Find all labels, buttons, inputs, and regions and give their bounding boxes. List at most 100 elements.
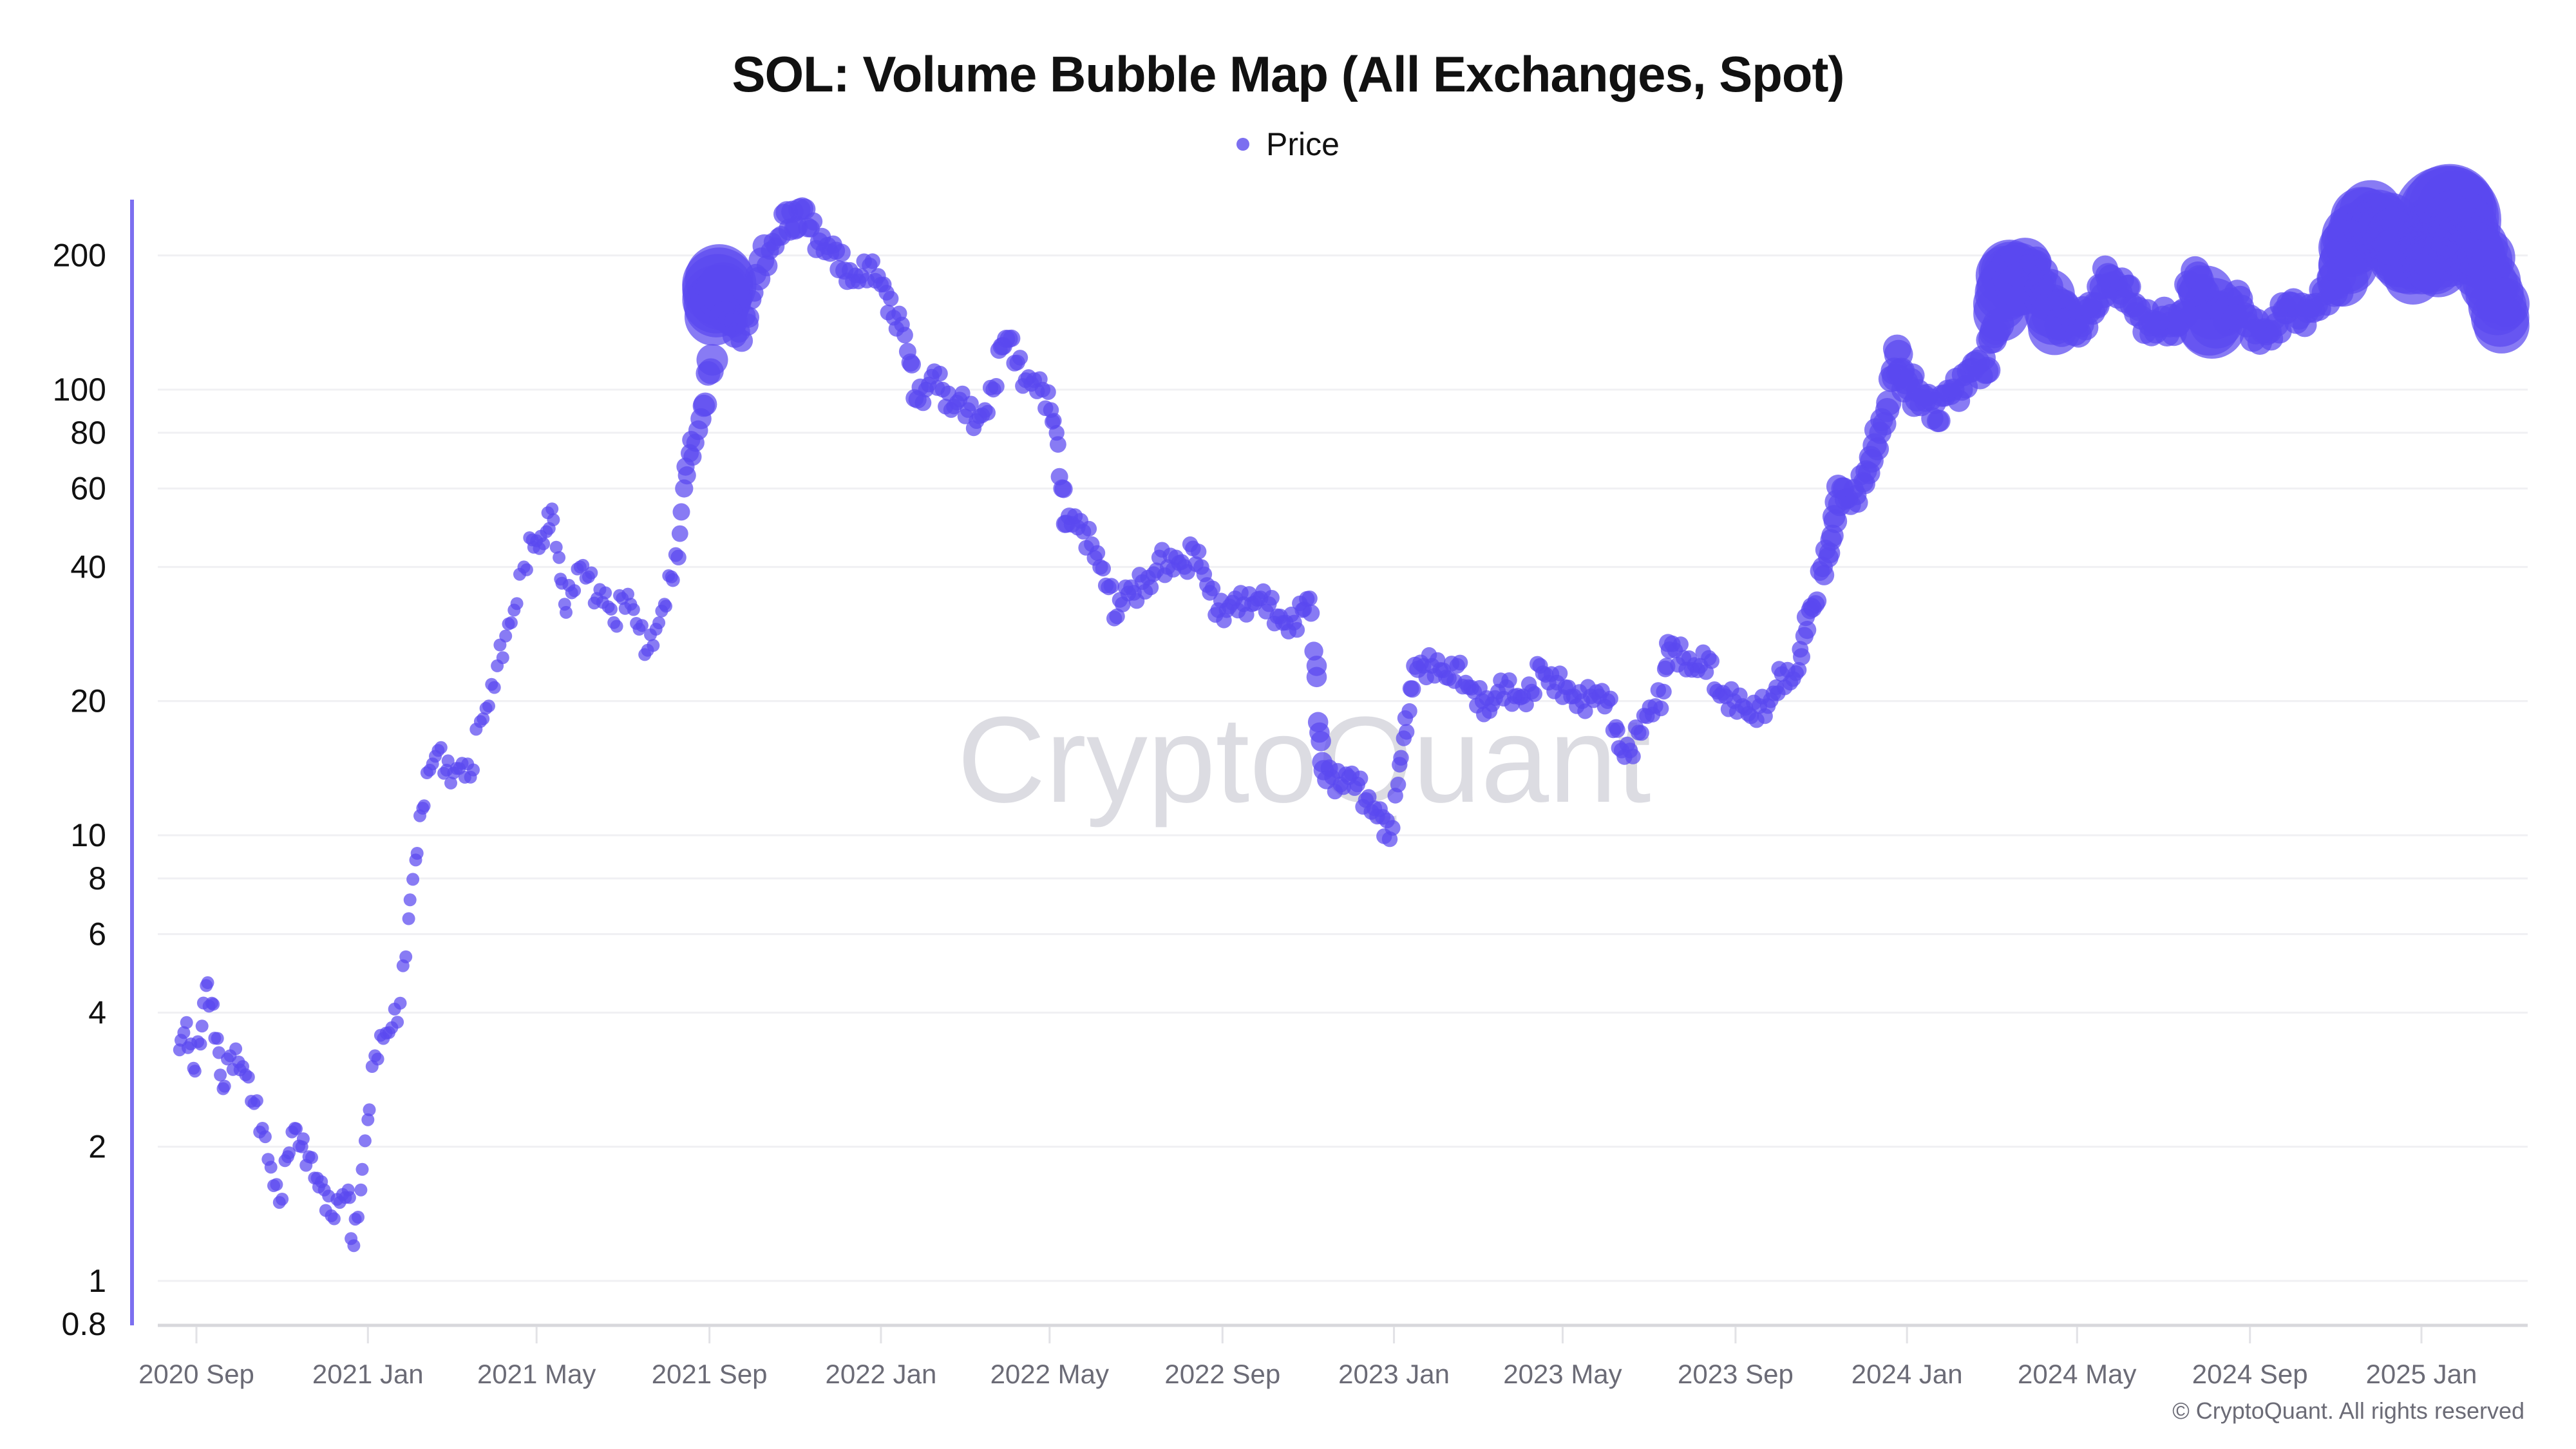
price-bubble[interactable]	[610, 620, 623, 633]
price-bubble[interactable]	[1012, 350, 1028, 366]
price-bubble[interactable]	[352, 1211, 365, 1224]
price-bubble[interactable]	[441, 754, 455, 768]
price-bubble[interactable]	[1401, 703, 1417, 719]
price-bubble[interactable]	[2304, 292, 2328, 317]
price-bubble[interactable]	[1653, 700, 1669, 717]
price-bubble[interactable]	[2174, 270, 2202, 299]
price-bubble[interactable]	[756, 255, 778, 277]
price-bubble[interactable]	[482, 699, 495, 713]
price-bubble[interactable]	[537, 537, 551, 551]
price-bubble[interactable]	[363, 1103, 376, 1117]
price-bubble[interactable]	[201, 976, 214, 989]
price-bubble[interactable]	[804, 212, 823, 231]
price-bubble[interactable]	[672, 503, 690, 521]
price-bubble[interactable]	[1103, 578, 1120, 594]
price-bubble[interactable]	[1264, 590, 1280, 606]
price-bubble[interactable]	[549, 540, 563, 554]
price-bubble[interactable]	[1385, 820, 1401, 836]
price-bubble[interactable]	[1848, 492, 1868, 513]
price-bubble[interactable]	[283, 1146, 296, 1160]
price-bubble[interactable]	[621, 587, 634, 601]
price-bubble[interactable]	[1452, 654, 1468, 670]
price-bubble[interactable]	[2027, 267, 2057, 296]
price-bubble[interactable]	[604, 602, 618, 616]
price-bubble[interactable]	[520, 563, 533, 576]
price-bubble[interactable]	[242, 1070, 255, 1084]
price-bubble[interactable]	[652, 616, 666, 630]
price-bubble[interactable]	[296, 1132, 310, 1146]
price-bubble[interactable]	[1109, 608, 1125, 625]
price-bubble[interactable]	[1311, 731, 1331, 752]
price-bubble[interactable]	[1609, 722, 1625, 738]
price-bubble[interactable]	[1853, 471, 1874, 493]
price-bubble[interactable]	[898, 343, 916, 361]
price-bubble[interactable]	[1672, 636, 1689, 652]
price-bubble[interactable]	[1792, 641, 1809, 658]
price-bubble[interactable]	[635, 619, 649, 632]
price-bubble[interactable]	[510, 597, 524, 611]
price-bubble[interactable]	[560, 605, 573, 619]
price-bubble[interactable]	[214, 1068, 227, 1082]
price-bubble[interactable]	[2490, 295, 2522, 327]
price-bubble[interactable]	[1204, 580, 1221, 596]
price-bubble[interactable]	[696, 361, 721, 386]
price-bubble[interactable]	[1095, 560, 1112, 577]
price-bubble[interactable]	[343, 1191, 356, 1204]
price-bubble[interactable]	[264, 1160, 278, 1174]
price-bubble[interactable]	[477, 712, 490, 726]
price-bubble[interactable]	[647, 639, 660, 652]
price-bubble[interactable]	[980, 404, 996, 421]
price-bubble[interactable]	[371, 1052, 384, 1066]
price-bubble[interactable]	[1289, 621, 1305, 638]
price-bubble[interactable]	[1402, 680, 1419, 697]
price-bubble[interactable]	[745, 283, 764, 302]
price-bubble[interactable]	[1518, 696, 1534, 713]
price-bubble[interactable]	[665, 570, 678, 583]
legend-marker-price[interactable]	[1236, 138, 1250, 151]
price-bubble[interactable]	[1089, 545, 1106, 561]
price-bubble[interactable]	[391, 1016, 404, 1029]
legend-label-price[interactable]: Price	[1266, 126, 1340, 162]
price-bubble[interactable]	[218, 1079, 231, 1093]
price-bubble[interactable]	[1526, 686, 1542, 702]
price-bubble[interactable]	[2150, 305, 2175, 330]
price-bubble[interactable]	[683, 448, 702, 466]
price-bubble[interactable]	[1656, 660, 1674, 677]
price-bubble[interactable]	[1501, 672, 1517, 688]
price-bubble[interactable]	[1142, 579, 1159, 596]
price-bubble[interactable]	[1399, 724, 1415, 740]
price-bubble[interactable]	[1806, 595, 1825, 614]
price-bubble[interactable]	[738, 307, 759, 328]
price-bubble[interactable]	[769, 227, 788, 247]
price-bubble[interactable]	[358, 1134, 372, 1148]
price-bubble[interactable]	[393, 996, 407, 1010]
price-bubble[interactable]	[1302, 591, 1318, 607]
price-bubble[interactable]	[599, 586, 612, 600]
price-bubble[interactable]	[1191, 544, 1207, 560]
price-bubble[interactable]	[1656, 683, 1672, 700]
price-bubble[interactable]	[188, 1065, 202, 1078]
price-bubble[interactable]	[1869, 421, 1891, 444]
price-bubble[interactable]	[410, 847, 424, 860]
price-bubble[interactable]	[1790, 662, 1807, 678]
price-bubble[interactable]	[627, 603, 640, 616]
price-bubble[interactable]	[399, 950, 413, 963]
price-bubble[interactable]	[1551, 665, 1568, 681]
price-bubble[interactable]	[864, 253, 881, 269]
price-bubble[interactable]	[1352, 770, 1368, 786]
price-bubble[interactable]	[496, 651, 509, 665]
price-bubble[interactable]	[2171, 298, 2197, 325]
price-bubble[interactable]	[361, 1113, 375, 1126]
price-bubble[interactable]	[585, 566, 598, 580]
price-bubble[interactable]	[194, 1037, 207, 1051]
price-bubble[interactable]	[1928, 410, 1951, 432]
price-bubble[interactable]	[1003, 329, 1021, 347]
price-bubble[interactable]	[347, 1239, 361, 1253]
price-bubble[interactable]	[1822, 505, 1846, 528]
price-bubble[interactable]	[832, 243, 851, 262]
price-bubble[interactable]	[211, 1032, 224, 1045]
price-bubble[interactable]	[467, 763, 480, 777]
price-bubble[interactable]	[1633, 724, 1649, 741]
price-bubble[interactable]	[1390, 777, 1406, 793]
price-bubble[interactable]	[403, 893, 417, 907]
